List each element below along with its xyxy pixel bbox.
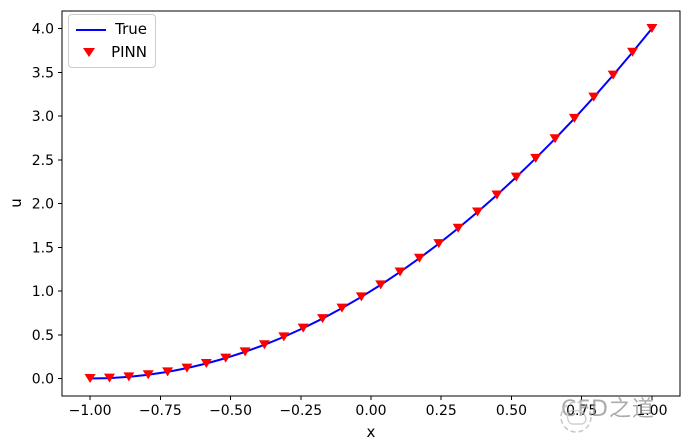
pinn-marker <box>278 332 290 342</box>
x-tick-label: 0.75 <box>566 403 597 419</box>
pinn-marker <box>375 280 387 290</box>
pinn-marker <box>627 47 639 57</box>
pinn-marker <box>355 292 367 302</box>
pinn-marker <box>142 370 154 380</box>
legend-item-pinn: PINN <box>75 43 147 62</box>
pinn-marker <box>297 323 309 333</box>
y-tick-label: 0.5 <box>32 328 54 344</box>
pinn-marker <box>84 374 96 383</box>
pinn-marker <box>549 134 561 144</box>
y-tick-label: 3.0 <box>32 109 54 125</box>
x-tick-label: −0.25 <box>279 403 322 419</box>
x-tick-label: 0.00 <box>355 403 386 419</box>
y-tick-label: 3.5 <box>32 65 54 81</box>
x-tick-label: −0.50 <box>209 403 252 419</box>
legend-handle <box>75 28 106 31</box>
x-tick-label: −0.75 <box>139 403 182 419</box>
pinn-marker <box>336 303 348 313</box>
pinn-marker <box>646 24 658 33</box>
pinn-marker <box>413 253 425 263</box>
y-tick-label: 1.5 <box>32 240 54 256</box>
pinn-marker <box>317 314 329 324</box>
pinn-marker <box>123 372 135 382</box>
pinn-marker <box>530 153 542 163</box>
x-tick-label: 0.25 <box>426 403 457 419</box>
y-tick-label: 2.5 <box>32 153 54 169</box>
pinn-marker <box>394 267 406 277</box>
pinn-marker <box>220 353 232 363</box>
pinn-marker <box>452 223 464 233</box>
legend-label-true: True <box>115 20 147 38</box>
legend-handle <box>75 48 102 57</box>
pinn-marker <box>162 367 174 377</box>
y-tick-label: 4.0 <box>32 22 54 38</box>
pinn-marker <box>491 190 503 200</box>
y-tick-label: 1.0 <box>32 284 54 300</box>
y-axis-title: u <box>7 198 25 208</box>
legend-item-true: True <box>75 20 147 39</box>
pinn-marker <box>433 239 445 249</box>
legend-label-pinn: PINN <box>111 43 147 61</box>
triangle-down-marker-icon <box>82 48 95 57</box>
x-tick-label: 1.00 <box>636 403 667 419</box>
pinn-marker <box>510 172 522 182</box>
pinn-marker <box>588 92 600 102</box>
y-tick-label: 2.0 <box>32 197 54 213</box>
true-line <box>90 27 653 380</box>
pinn-marker <box>239 347 251 357</box>
axes-frame <box>61 10 681 397</box>
pinn-marker <box>200 359 212 369</box>
line-sample-icon <box>75 28 106 31</box>
x-axis-title: x <box>366 423 376 441</box>
legend: True PINN <box>68 14 156 68</box>
x-tick-label: −1.00 <box>69 403 112 419</box>
pinn-marker <box>607 70 619 80</box>
pinn-marker <box>181 363 193 373</box>
pinn-marker <box>103 373 115 383</box>
x-tick-label: 0.50 <box>496 403 527 419</box>
pinn-marker <box>568 113 580 123</box>
pinn-marker <box>258 340 270 350</box>
y-tick-label: 0.0 <box>32 372 54 388</box>
pinn-marker <box>472 207 484 217</box>
